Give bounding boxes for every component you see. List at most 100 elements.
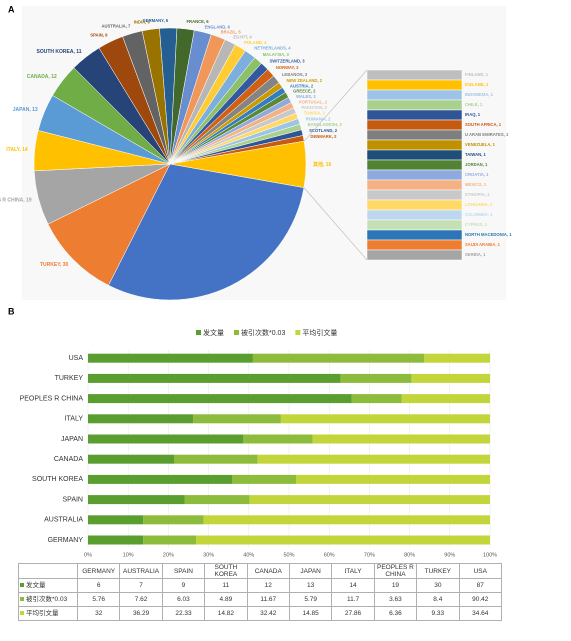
y-tick-label: TURKEY bbox=[55, 375, 84, 382]
other-segment bbox=[366, 139, 463, 151]
table-cell: 发文量 bbox=[18, 578, 78, 593]
bar-segment bbox=[88, 373, 341, 383]
bar-segment bbox=[340, 373, 412, 383]
bar-segment bbox=[184, 495, 250, 505]
other-label: LITHUANIA, 1 bbox=[465, 202, 493, 207]
slice-label: INDIA, 6 bbox=[134, 20, 151, 25]
y-tick-label: USA bbox=[69, 355, 84, 362]
other-segment bbox=[366, 229, 463, 241]
bar-segment bbox=[88, 474, 232, 484]
table-cell: 13 bbox=[288, 578, 333, 593]
row-name: 被引次数*0.03 bbox=[26, 596, 68, 603]
table-key bbox=[20, 597, 24, 602]
other-label: FINLAND, 1 bbox=[465, 72, 489, 77]
table-cell: AUSTRALIA bbox=[119, 563, 163, 579]
other-label: ETHIOPIA, 1 bbox=[465, 192, 490, 197]
slice-label: PORTUGAL, 2 bbox=[299, 99, 328, 104]
other-segment bbox=[366, 109, 463, 121]
other-label: INDONESIA, 1 bbox=[465, 92, 494, 97]
slice-label: SCOTLAND, 2 bbox=[309, 128, 338, 133]
slice-label: USA, 87 bbox=[225, 270, 244, 276]
slice-label: TUNISIA, 2 bbox=[304, 111, 326, 116]
other-label: JORDAN, 1 bbox=[465, 162, 488, 167]
legend-key bbox=[234, 330, 239, 335]
table-cell: 6.03 bbox=[161, 592, 206, 607]
table-key bbox=[20, 611, 24, 616]
table-cell: 8.4 bbox=[416, 592, 460, 607]
other-segment bbox=[366, 129, 463, 141]
bar-segment bbox=[257, 454, 490, 464]
table-cell: SOUTH KOREA bbox=[204, 563, 248, 579]
table-cell: 11 bbox=[204, 578, 248, 593]
table-cell: 3.63 bbox=[373, 592, 418, 607]
slice-label: GREECE, 2 bbox=[293, 89, 316, 94]
bar-segment bbox=[280, 414, 490, 424]
other-label: CHILE, 1 bbox=[465, 102, 483, 107]
data-table: GERMANY AUSTRALIA SPAIN SOUTH KOREA CANADA JA… bbox=[18, 563, 503, 621]
table-cell: 30 bbox=[416, 578, 460, 593]
bar-segment bbox=[424, 353, 490, 363]
row-name: 平均引文量 bbox=[26, 610, 59, 617]
bar-segment bbox=[249, 495, 490, 505]
table-cell: 34.64 bbox=[458, 606, 503, 621]
other-segment bbox=[366, 209, 463, 221]
table-cell: 87 bbox=[458, 578, 503, 593]
other-segment bbox=[366, 189, 463, 201]
other-label: SAUDI ARABIA, 1 bbox=[465, 242, 501, 247]
bar-segment bbox=[193, 414, 281, 424]
bar-segment bbox=[88, 414, 194, 424]
other-segment bbox=[366, 179, 463, 191]
bar-segment bbox=[351, 394, 402, 404]
slice-label: FRANCE, 6 bbox=[186, 19, 209, 24]
table-cell: 9.33 bbox=[416, 606, 460, 621]
other-label: TAIWAN, 1 bbox=[465, 152, 487, 157]
other-segment bbox=[366, 249, 463, 261]
slice-label: PAKISTAN, 2 bbox=[301, 105, 327, 110]
bar-segment bbox=[411, 373, 490, 383]
table-cell: 被引次数*0.03 bbox=[18, 592, 78, 607]
table-cell: 36.29 bbox=[119, 606, 163, 621]
bar-segment bbox=[243, 434, 313, 444]
slice-label: ROMANIA, 2 bbox=[306, 116, 331, 121]
table-cell: 平均引文量 bbox=[18, 606, 78, 621]
x-tick-label: 10% bbox=[123, 552, 134, 558]
legend-key bbox=[196, 330, 201, 335]
table-cell: 11.7 bbox=[331, 592, 375, 607]
other-label: COLOMBIA, 1 bbox=[465, 212, 493, 217]
other-segment bbox=[366, 169, 463, 181]
connector bbox=[303, 69, 368, 142]
table-cell: 27.86 bbox=[331, 606, 375, 621]
other-segment bbox=[366, 99, 463, 111]
slice-label: BANGLADESH, 2 bbox=[308, 122, 343, 127]
y-tick-label: AUSTRALIA bbox=[44, 517, 83, 524]
table-cell: 7 bbox=[119, 578, 163, 593]
table-cell: 6.36 bbox=[373, 606, 418, 621]
table-cell: 5.79 bbox=[288, 592, 333, 607]
other-segment bbox=[366, 149, 463, 161]
slice-label: PEOPLES R CHINA, 19 bbox=[0, 197, 32, 203]
slice-label: ITALY, 14 bbox=[6, 147, 28, 153]
table-cell: USA bbox=[458, 563, 503, 579]
other-segment bbox=[366, 199, 463, 211]
table-header: GERMANY AUSTRALIA SPAIN SOUTH KOREA CANADA JA… bbox=[18, 563, 503, 579]
other-segment bbox=[366, 89, 463, 101]
table-cell: 14 bbox=[331, 578, 375, 593]
table-cell: JAPAN bbox=[288, 563, 333, 579]
table-row: 平均引文量 32 36.29 22.33 14.82 32.42 14.85 27.86 6.3… bbox=[18, 606, 503, 621]
table-cell: 6 bbox=[76, 578, 121, 593]
legend-label: 平均引文量 bbox=[302, 328, 337, 337]
other-segment bbox=[366, 69, 463, 81]
table-cell: 11.67 bbox=[246, 592, 290, 607]
other-label: IRAQ, 1 bbox=[465, 112, 481, 117]
bar-segment bbox=[143, 535, 197, 545]
bar-segment bbox=[401, 394, 490, 404]
slice-label: CANADA, 12 bbox=[27, 74, 57, 80]
x-tick-label: 70% bbox=[364, 552, 375, 558]
legend-key bbox=[295, 330, 301, 335]
bar-segment bbox=[143, 515, 204, 525]
bar-segment bbox=[88, 454, 175, 464]
bar-segment bbox=[174, 454, 258, 464]
bar-segment bbox=[252, 353, 425, 363]
